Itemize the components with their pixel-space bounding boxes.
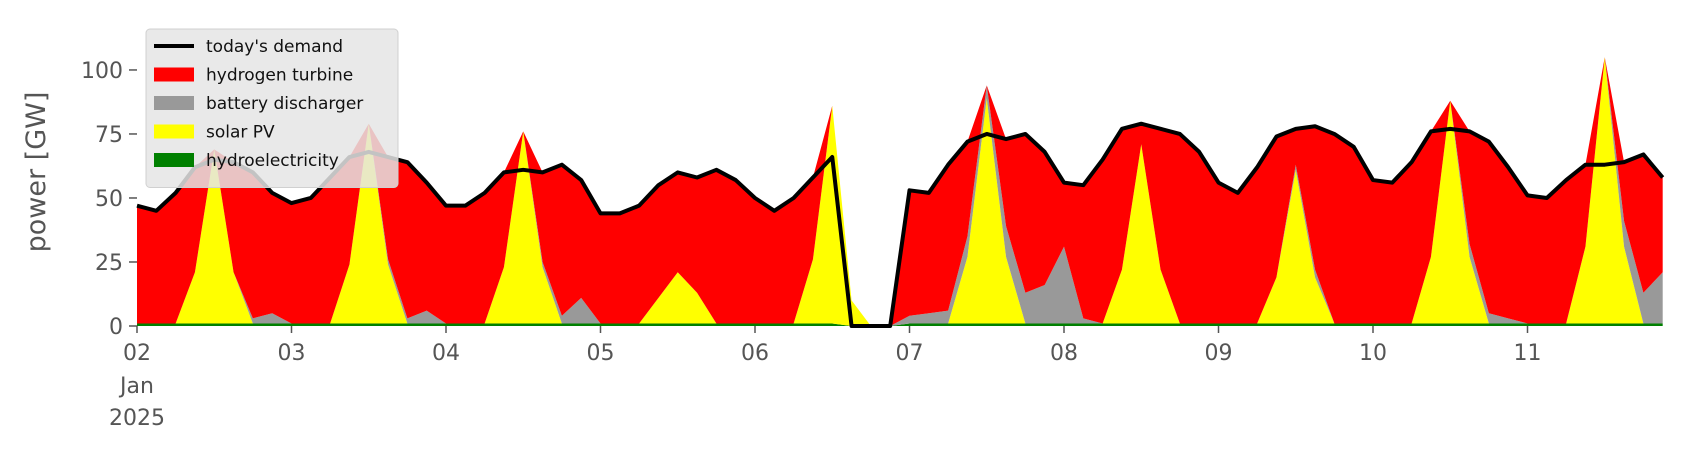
legend-swatch — [154, 124, 194, 139]
x-tick-sublabel: 2025 — [109, 406, 165, 431]
x-tick-label: 05 — [587, 341, 615, 366]
y-tick-label: 0 — [109, 315, 123, 340]
x-tick-label: 02 — [123, 341, 151, 366]
legend-swatch — [154, 153, 194, 167]
y-tick-label: 25 — [95, 251, 123, 276]
axes: 0 25 50 75 100 02 03 04 05 06 07 08 09 10 11 Jan 2025 — [81, 59, 1542, 431]
y-tick-label: 75 — [95, 123, 123, 148]
x-tick-label: 03 — [278, 341, 306, 366]
x-tick-label: 06 — [741, 341, 769, 366]
legend-swatch — [154, 67, 194, 82]
x-tick-label: 11 — [1514, 341, 1542, 366]
y-tick-label: 50 — [95, 187, 123, 212]
legend-label: battery discharger — [206, 94, 363, 114]
legend: today's demand hydrogen turbine battery di… — [145, 28, 399, 188]
x-tick-label: 04 — [432, 341, 460, 366]
plot-area — [136, 57, 1665, 328]
x-tick-label: 09 — [1205, 341, 1233, 366]
legend-label: solar PV — [206, 123, 275, 143]
area — [137, 57, 1663, 326]
legend-label: hydroelectricity — [206, 151, 339, 171]
x-tick-sublabel: Jan — [118, 374, 154, 399]
legend-box — [145, 28, 399, 188]
legend-label: hydrogen turbine — [206, 66, 353, 86]
legend-label: today's demand — [206, 37, 343, 57]
y-axis-label: power [GW] — [21, 92, 52, 253]
legend-swatch — [154, 96, 194, 110]
area — [137, 323, 1663, 326]
x-tick-label: 10 — [1359, 341, 1387, 366]
y-tick-label: 100 — [81, 59, 123, 84]
x-tick-label: 08 — [1050, 341, 1078, 366]
x-tick-label: 07 — [896, 341, 924, 366]
